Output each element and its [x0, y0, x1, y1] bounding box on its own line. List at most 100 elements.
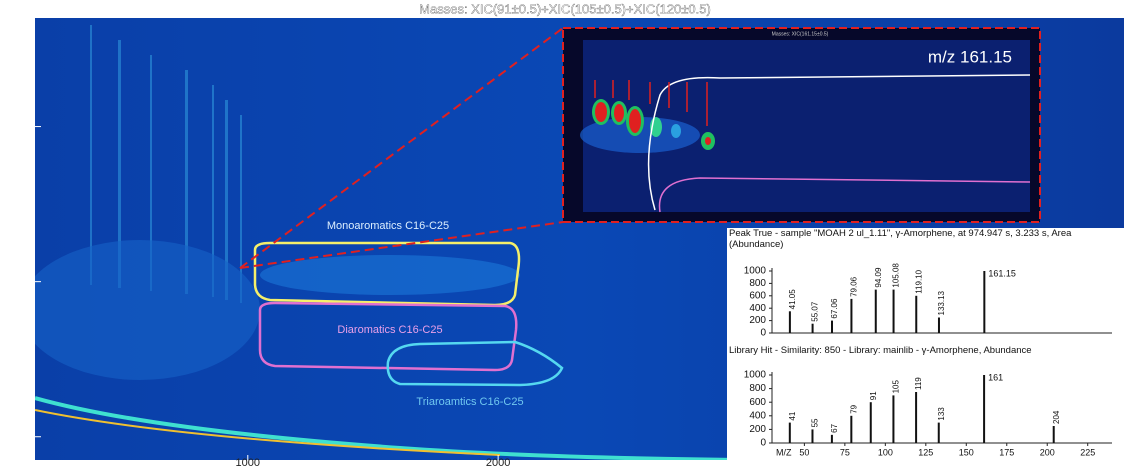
heat-spot — [595, 102, 607, 122]
region-outline — [658, 177, 1031, 213]
peak-label: 133.13 — [937, 290, 946, 315]
x-tick-label: 50 — [799, 447, 809, 457]
heat-spot — [185, 70, 188, 294]
bar — [892, 395, 895, 443]
region-outline — [253, 241, 521, 307]
y-tick-label: 3 — [21, 276, 27, 287]
inset: Masses: XIC(161.15±0.5) m/z 161.15 — [562, 27, 1041, 223]
heat-spot — [629, 109, 641, 133]
heat-spot — [705, 137, 711, 145]
peak-label: 133 — [937, 407, 946, 421]
region-outline — [647, 74, 1031, 211]
bar — [830, 434, 833, 443]
peak-label: 94.09 — [874, 267, 883, 288]
baseline-trace — [35, 409, 501, 456]
x-tick-label: 200 — [1040, 447, 1055, 457]
peak-label: 55 — [811, 418, 820, 427]
peak-label: 67.06 — [830, 298, 839, 319]
y-tick-label: 600 — [749, 290, 766, 301]
bar — [850, 415, 853, 443]
peak-label: 119.10 — [914, 269, 923, 293]
zoom-line — [239, 221, 564, 269]
bar — [831, 320, 834, 333]
baseline-trace — [35, 396, 1124, 460]
x-tick-label: 75 — [840, 447, 850, 457]
region-label: Triaroamtics C16-C25 — [416, 396, 523, 408]
y-tick-label: 0 — [760, 328, 766, 339]
chart-title: Masses: XIC(91±0.5)+XIC(105±0.5)+XIC(120… — [419, 1, 711, 16]
bar — [850, 298, 853, 333]
y-tick-label: 1 — [21, 431, 27, 442]
heat-spot — [240, 115, 242, 303]
heat-spot — [614, 104, 624, 122]
peak-label: 67 — [830, 423, 839, 432]
zoom-line — [239, 27, 564, 269]
y-tick-label: 200 — [749, 315, 766, 326]
region-label: Diaromatics C16-C25 — [337, 324, 442, 336]
bar — [788, 311, 791, 333]
bar — [811, 323, 814, 333]
spectrum-title: Peak True - sample "MOAH 2 ul_1.11", γ-A… — [729, 228, 1072, 250]
bar — [869, 402, 872, 443]
heat-spot — [260, 255, 520, 295]
peak-label: 55.07 — [811, 301, 820, 322]
x-tick-label: 100 — [878, 447, 893, 457]
y-tick-label: 600 — [749, 397, 766, 408]
x-tick-label: 2000 — [486, 457, 510, 468]
y-tick-label: 400 — [749, 303, 766, 314]
y-tick-label: 800 — [749, 278, 766, 289]
bar — [811, 429, 814, 443]
x-tick-label: 150 — [959, 447, 974, 457]
heat-spot — [671, 124, 681, 138]
bar — [915, 295, 918, 333]
heat-spot — [90, 25, 92, 285]
bar — [1052, 426, 1055, 443]
x-tick-label: 225 — [1080, 447, 1095, 457]
bar — [937, 422, 940, 443]
x-axis-label: M/Z — [776, 447, 792, 457]
peak-label: 91 — [869, 391, 878, 400]
arrows — [594, 80, 708, 126]
y-tick-label: 5 — [21, 121, 27, 132]
peak-label: 105.08 — [892, 263, 901, 288]
inset-label: m/z 161.15 — [928, 47, 1012, 66]
region-label: Monoaromatics C16-C25 — [327, 220, 449, 232]
heat-spot — [225, 100, 228, 300]
heatmap — [35, 25, 1124, 460]
bar — [892, 289, 895, 333]
region-outline — [258, 301, 518, 372]
spectrum-title: Library Hit - Similarity: 850 - Library:… — [729, 345, 1032, 356]
peak-label: 161 — [988, 372, 1003, 382]
bar — [937, 317, 940, 333]
peak-label: 79 — [849, 404, 858, 413]
peak-label: 119 — [914, 377, 923, 390]
heat-spot — [212, 85, 214, 297]
inset-title: Masses: XIC(161.15±0.5) — [772, 31, 829, 37]
y-tick-label: 800 — [749, 383, 766, 394]
x-tick-label: 125 — [918, 447, 933, 457]
peak-label: 105 — [892, 380, 901, 394]
y-tick-label: 1000 — [744, 370, 767, 381]
heat-spot — [580, 117, 700, 153]
bar — [874, 289, 877, 333]
heat-spot — [118, 40, 121, 288]
x-tick-label: 175 — [999, 447, 1014, 457]
bar — [915, 392, 918, 443]
bar — [788, 422, 791, 443]
y-tick-label: 400 — [749, 410, 766, 421]
peak-label: 204 — [1052, 410, 1061, 424]
y-tick-label: 0 — [760, 438, 766, 449]
bar — [983, 375, 986, 443]
peak-label: 161.15 — [988, 268, 1016, 278]
peak-label: 79.06 — [850, 276, 859, 297]
y-tick-label: 200 — [749, 424, 766, 435]
y-tick-label: 1000 — [744, 266, 767, 277]
x-tick-label: 1000 — [236, 457, 260, 468]
region-outline — [386, 340, 564, 387]
heat-spot — [150, 55, 152, 291]
heat-spot — [35, 240, 260, 380]
peak-label: 41 — [788, 411, 797, 420]
spectrum-panel — [727, 228, 1124, 468]
